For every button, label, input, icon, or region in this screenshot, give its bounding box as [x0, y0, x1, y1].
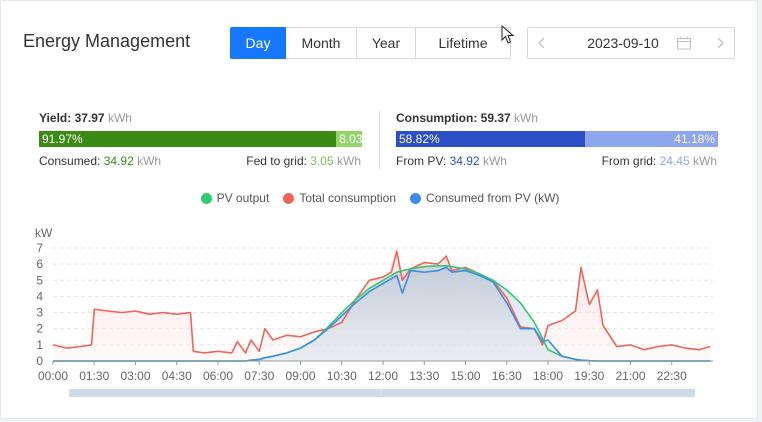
energy-line-chart[interactable]: 0 1 2 3 4 5 6 7kW 00:00 01:30 03:00 04:30 06:00 07:30…: [1, 221, 759, 386]
tab-year[interactable]: Year: [357, 27, 416, 59]
y-axis-label: kW: [35, 226, 53, 240]
x-tick-label: 04:30: [162, 369, 192, 383]
consumption-bar: 58.82% 41.18%: [396, 131, 718, 147]
series-line-1: [52, 250, 711, 354]
consumption-from-grid: From grid: 24.45 kWh: [602, 154, 717, 168]
y-tick-label: 7: [36, 241, 43, 255]
x-tick-label: 06:00: [203, 369, 233, 383]
date-value[interactable]: 2023-09-10: [587, 35, 659, 51]
legend-pv-output[interactable]: PV output: [200, 191, 270, 205]
x-tick-label: 13:30: [409, 369, 439, 383]
yield-unit: kWh: [107, 111, 132, 125]
total-consumption-dot-icon: [283, 192, 295, 204]
x-tick-label: 09:00: [285, 369, 315, 383]
x-tick-label: 12:00: [368, 369, 398, 383]
y-tick-label: 5: [36, 273, 43, 287]
fed-unit: kWh: [337, 154, 361, 168]
page-title: Energy Management: [23, 31, 191, 51]
x-tick-label: 19:30: [574, 369, 604, 383]
legend-total-consumption[interactable]: Total consumption: [283, 191, 396, 205]
y-tick-label: 0: [36, 354, 43, 368]
tab-lifetime[interactable]: Lifetime: [416, 27, 511, 59]
slider-grip-icon[interactable]: ⋮: [378, 390, 384, 396]
x-tick-label: 16:30: [492, 369, 522, 383]
pv-output-dot-icon: [200, 192, 212, 204]
consumption-unit: kWh: [514, 111, 539, 125]
consumption-from-pv: From PV: 34.92 kWh: [396, 154, 507, 168]
from-grid-unit: kWh: [693, 154, 717, 168]
yield-bar-consumed: 91.97%: [39, 131, 337, 147]
consumption-summary: Consumption: 59.37 kWh: [396, 111, 538, 125]
chevron-right-icon[interactable]: [706, 28, 734, 58]
from-pv-unit: kWh: [482, 154, 507, 168]
fed-value: 3.05: [310, 154, 334, 168]
consumption-value: 59.37: [480, 111, 511, 125]
fed-label: Fed to grid:: [246, 154, 307, 168]
consumption-label: Consumption:: [396, 111, 478, 125]
x-tick-label: 18:00: [533, 369, 563, 383]
legend-pv-output-label: PV output: [216, 191, 270, 205]
yield-bar: 91.97% 8.03%: [39, 131, 362, 147]
from-grid-label: From grid:: [601, 154, 657, 168]
legend-consumed-from-pv[interactable]: Consumed from PV (kW): [410, 191, 559, 205]
x-tick-label: 07:30: [244, 369, 274, 383]
calendar-icon[interactable]: [676, 36, 692, 50]
x-tick-label: 03:00: [120, 369, 150, 383]
yield-bar-fed: 8.03%: [336, 131, 362, 147]
x-tick-label: 21:00: [615, 369, 645, 383]
consumed-unit: kWh: [137, 154, 162, 168]
tab-month[interactable]: Month: [286, 27, 357, 59]
chevron-left-icon[interactable]: [528, 28, 556, 58]
summary-divider: [379, 111, 380, 169]
legend-total-consumption-label: Total consumption: [299, 191, 397, 205]
consumption-bar-grid: 41.18%: [585, 131, 718, 147]
consumption-bar-pv: 58.82%: [396, 131, 586, 147]
x-tick-label: 00:00: [38, 369, 68, 383]
y-tick-label: 6: [36, 257, 43, 271]
x-tick-label: 10:30: [327, 369, 357, 383]
series-area-2: [53, 267, 711, 361]
date-picker[interactable]: 2023-09-10: [527, 27, 735, 59]
legend-consumed-from-pv-label: Consumed from PV (kW): [426, 191, 560, 205]
yield-label: Yield:: [39, 111, 72, 125]
y-tick-label: 1: [36, 338, 43, 352]
yield-fed-to-grid: Fed to grid: 3.05 kWh: [246, 154, 361, 168]
x-tick-label: 15:00: [450, 369, 480, 383]
from-pv-label: From PV:: [396, 154, 447, 168]
tab-day[interactable]: Day: [230, 27, 286, 59]
y-tick-label: 3: [36, 306, 43, 320]
yield-value: 37.97: [74, 111, 105, 125]
consumed-label: Consumed:: [39, 154, 101, 168]
y-tick-label: 4: [36, 289, 43, 303]
yield-consumed: Consumed: 34.92 kWh: [39, 154, 161, 168]
x-tick-label: 01:30: [79, 369, 109, 383]
from-pv-value: 34.92: [449, 154, 480, 168]
consumed-from-pv-dot-icon: [410, 192, 422, 204]
y-tick-label: 2: [36, 322, 43, 336]
chart-legend: PV output Total consumption Consumed fro…: [1, 191, 759, 205]
mouse-pointer-icon: [501, 25, 515, 44]
consumed-value: 34.92: [103, 154, 134, 168]
x-tick-label: 22:30: [657, 369, 687, 383]
from-grid-value: 24.45: [659, 154, 690, 168]
period-tabs: Day Month Year Lifetime: [230, 27, 511, 59]
chart-zoom-slider[interactable]: [69, 389, 695, 397]
yield-summary: Yield: 37.97 kWh: [39, 111, 132, 125]
